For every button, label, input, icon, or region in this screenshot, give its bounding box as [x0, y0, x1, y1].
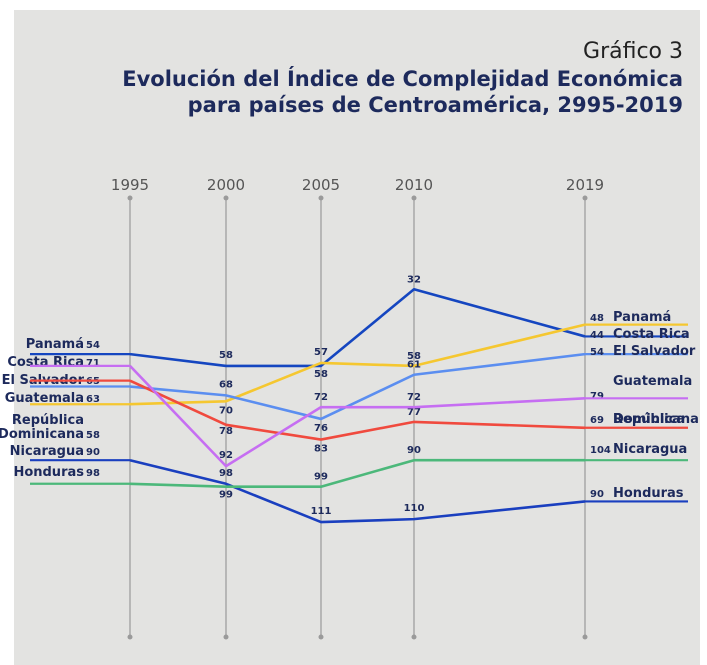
- data-label: 72: [314, 392, 328, 403]
- data-label: 58: [407, 351, 421, 362]
- data-label: 70: [219, 405, 233, 416]
- legend-label: RepúblicaDominicana: [613, 412, 699, 427]
- data-label: 58: [219, 350, 233, 361]
- data-label: 61: [407, 360, 421, 371]
- data-label: 58: [314, 369, 328, 380]
- data-label: 92: [219, 450, 233, 461]
- data-label: 77: [407, 407, 421, 418]
- legend-label: Panamá: [613, 310, 671, 325]
- data-label: 54: [86, 340, 100, 351]
- series-line: [129, 352, 586, 421]
- data-label: 98: [86, 468, 100, 479]
- series-line: [129, 287, 586, 368]
- x-tick-label: 2005: [302, 176, 340, 194]
- x-tick-label: 2010: [395, 176, 433, 194]
- data-label: 83: [314, 444, 328, 455]
- x-tick-label: 1995: [111, 176, 149, 194]
- chart-title: Evolución del Índice de Complejidad Econ…: [122, 66, 683, 91]
- series-line: [129, 458, 586, 524]
- data-label: 78: [219, 426, 233, 437]
- data-label: 90: [590, 489, 604, 500]
- data-label: 71: [86, 358, 100, 369]
- data-label: 104: [590, 445, 611, 456]
- data-label: 110: [404, 503, 425, 514]
- data-label: 90: [407, 445, 421, 456]
- data-label: 57: [314, 347, 328, 358]
- column-dot: [582, 195, 588, 201]
- legend-label: El Salvador: [613, 344, 696, 359]
- data-label: 111: [311, 506, 332, 517]
- column-dot: [411, 195, 417, 201]
- column-dot: [223, 195, 229, 201]
- series-line: [129, 323, 586, 406]
- legend-label: Honduras: [613, 486, 684, 501]
- column-dot: [318, 195, 324, 201]
- data-label: 54: [590, 347, 604, 358]
- column-dot: [127, 634, 133, 640]
- legend-label: Panamá: [26, 337, 84, 352]
- series-line: [129, 365, 586, 468]
- legend-label: Nicaragua: [613, 442, 687, 457]
- column-dot: [318, 634, 324, 640]
- data-label: 48: [590, 313, 604, 324]
- column-dot: [582, 634, 588, 640]
- data-label: 72: [407, 392, 421, 403]
- data-label: 99: [314, 472, 328, 483]
- legend-label: Costa Rica: [7, 355, 84, 370]
- data-label: 69: [590, 415, 604, 426]
- x-tick-label: 2019: [566, 176, 604, 194]
- legend-label: Nicaragua: [10, 444, 84, 459]
- column-dot: [223, 634, 229, 640]
- series-line: [129, 379, 586, 441]
- data-label: 90: [86, 447, 100, 458]
- data-label: 63: [86, 394, 100, 405]
- column-dot: [411, 634, 417, 640]
- x-tick-label: 2000: [207, 176, 245, 194]
- legend-label: Guatemala: [5, 391, 84, 406]
- data-label: 68: [219, 379, 233, 390]
- kicker: Gráfico 3: [583, 39, 683, 64]
- data-label: 32: [407, 274, 421, 285]
- data-label: 99: [219, 490, 233, 501]
- legend-label: Costa Rica: [613, 327, 690, 342]
- data-label: 76: [314, 423, 328, 434]
- data-label: 98: [219, 468, 233, 479]
- data-label: 58: [86, 430, 100, 441]
- legend-label: Guatemala: [613, 374, 692, 389]
- column-dot: [127, 195, 133, 201]
- series-line: [129, 458, 585, 489]
- legend-label: Honduras: [13, 465, 84, 480]
- chart-title: para países de Centroamérica, 2995-2019: [188, 93, 683, 117]
- data-label: 44: [590, 330, 604, 341]
- data-label: 79: [590, 391, 604, 402]
